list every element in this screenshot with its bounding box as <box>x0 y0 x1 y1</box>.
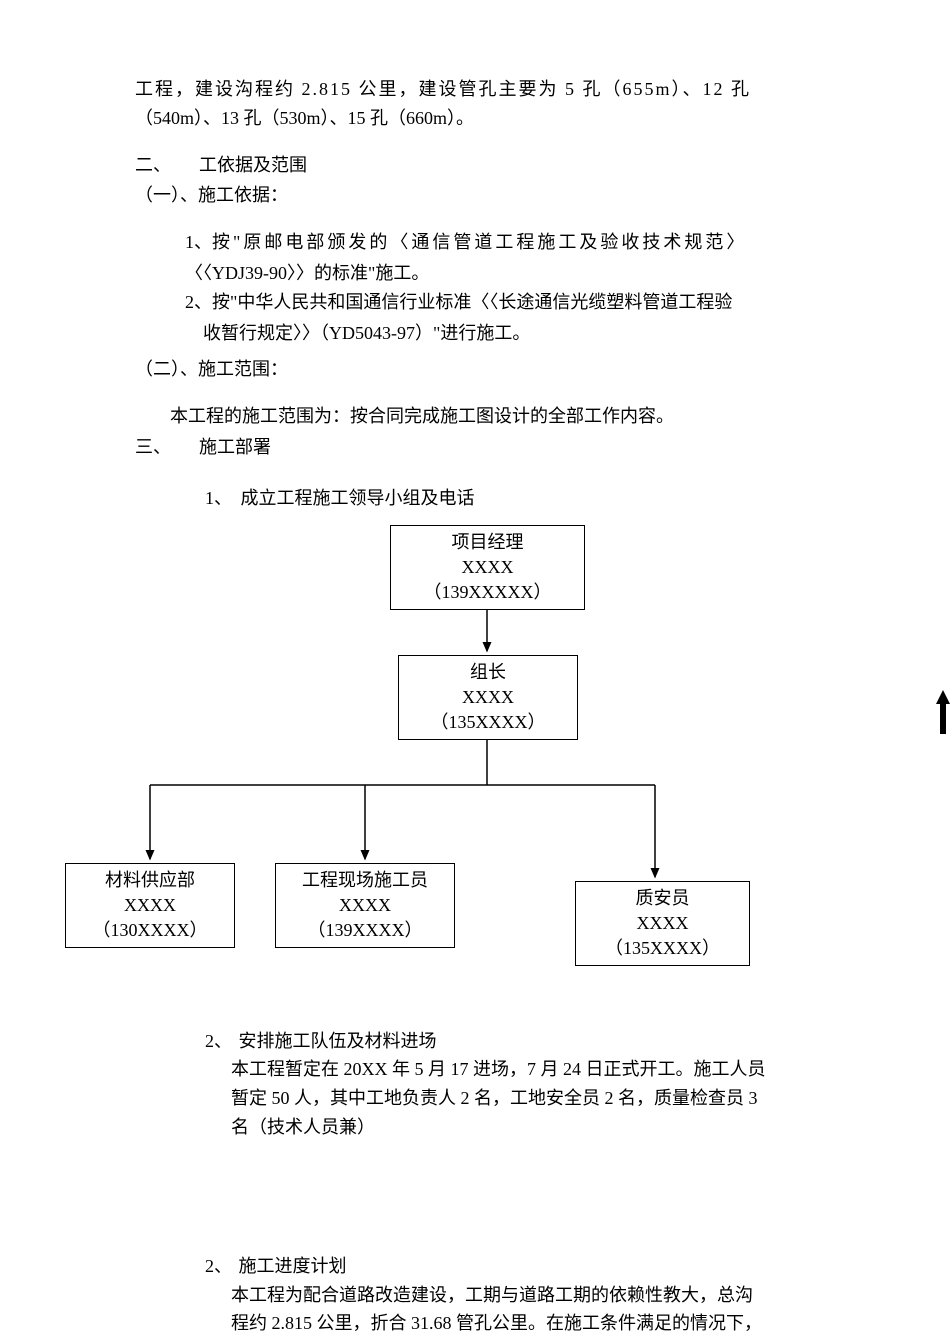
qa-title: 质安员 <box>584 886 741 911</box>
subsection-2-1: （一）、施工依据： <box>135 181 820 210</box>
section-3-heading: 三、 施工部署 <box>135 433 820 462</box>
deploy-item-2: 2、 安排施工队伍及材料进场 <box>135 1027 820 1056</box>
intro-line1: 工程，建设沟程约 2.815 公里，建设管孔主要为 5 孔（655m）、12 孔 <box>135 79 751 99</box>
deploy-2-number: 2、 <box>205 1031 232 1051</box>
leader-phone: （135XXXX） <box>407 710 569 735</box>
basis-2-number: 2、 <box>185 288 212 317</box>
basis-2-text: 按"中华人民共和国通信行业标准〈〈长途通信光缆塑料管道工程验 <box>212 288 732 317</box>
supply-phone: （130XXXX） <box>74 918 226 943</box>
deploy-3-line1: 本工程为配合道路改造建设，工期与道路工期的依赖性教大，总沟 <box>231 1285 753 1305</box>
intro-paragraph: 工程，建设沟程约 2.815 公里，建设管孔主要为 5 孔（655m）、12 孔… <box>135 75 820 133</box>
org-box-site: 工程现场施工员 XXXX （139XXXX） <box>275 863 455 949</box>
org-box-pm: 项目经理 XXXX （139XXXXX） <box>390 525 585 611</box>
qa-name: XXXX <box>584 911 741 936</box>
deploy-item-1: 1、 成立工程施工领导小组及电话 <box>135 484 820 513</box>
deploy-3-title: 施工进度计划 <box>239 1256 347 1276</box>
deploy-3-body: 本工程为配合道路改造建设，工期与道路工期的依赖性教大，总沟 程约 2.815 公… <box>135 1281 820 1339</box>
deploy-1-title: 成立工程施工领导小组及电话 <box>241 488 475 508</box>
pm-phone: （139XXXXX） <box>399 580 576 605</box>
leader-title: 组长 <box>407 660 569 685</box>
scope-text: 本工程的施工范围为：按合同完成施工图设计的全部工作内容。 <box>135 402 820 431</box>
pm-name: XXXX <box>399 555 576 580</box>
section-3-title: 施工部署 <box>199 433 271 462</box>
deploy-1-number: 1、 <box>205 488 232 508</box>
org-chart: 项目经理 XXXX （139XXXXX） 组长 XXXX （135XXXX） 材… <box>135 525 815 1005</box>
intro-line2: （540m）、13 孔（530m）、15 孔（660m）。 <box>135 108 474 128</box>
deploy-2-title: 安排施工队伍及材料进场 <box>239 1031 437 1051</box>
page-up-arrow-icon <box>936 690 950 734</box>
section-2-heading: 二、 工依据及范围 <box>135 151 820 180</box>
org-box-supply: 材料供应部 XXXX （130XXXX） <box>65 863 235 949</box>
basis-item-1: 1、 按"原邮电部颁发的〈通信管道工程施工及验收技术规范〉 <box>185 228 820 257</box>
deploy-3-number: 2、 <box>205 1256 232 1276</box>
site-phone: （139XXXX） <box>284 918 446 943</box>
section-2-title: 工依据及范围 <box>199 151 307 180</box>
deploy-item-3: 2、 施工进度计划 <box>135 1252 820 1281</box>
deploy-2-line2: 暂定 50 人，其中工地负责人 2 名，工地安全员 2 名，质量检查员 3 <box>231 1088 758 1108</box>
qa-phone: （135XXXX） <box>584 936 741 961</box>
basis-item-2: 2、 按"中华人民共和国通信行业标准〈〈长途通信光缆塑料管道工程验 <box>185 288 820 317</box>
subsection-2-2: （二）、施工范围： <box>135 355 820 384</box>
deploy-2-line1: 本工程暂定在 20XX 年 5 月 17 进场，7 月 24 日正式开工。施工人… <box>231 1059 766 1079</box>
section-3-number: 三、 <box>135 433 171 462</box>
site-name: XXXX <box>284 893 446 918</box>
deploy-2-body: 本工程暂定在 20XX 年 5 月 17 进场，7 月 24 日正式开工。施工人… <box>135 1055 820 1141</box>
deploy-2-line3: 名（技术人员兼） <box>231 1117 375 1137</box>
basis-1-number: 1、 <box>185 228 212 257</box>
basis-1-text: 按"原邮电部颁发的〈通信管道工程施工及验收技术规范〉 <box>212 228 747 257</box>
pm-title: 项目经理 <box>399 530 576 555</box>
supply-title: 材料供应部 <box>74 868 226 893</box>
leader-name: XXXX <box>407 685 569 710</box>
site-title: 工程现场施工员 <box>284 868 446 893</box>
org-box-leader: 组长 XXXX （135XXXX） <box>398 655 578 741</box>
basis-list: 1、 按"原邮电部颁发的〈通信管道工程施工及验收技术规范〉 〈〈YDJ39-90… <box>135 228 820 347</box>
deploy-3-line2: 程约 2.815 公里，折合 31.68 管孔公里。在施工条件满足的情况下， <box>231 1313 762 1333</box>
supply-name: XXXX <box>74 893 226 918</box>
section-2-number: 二、 <box>135 151 171 180</box>
basis-1-text-cont: 〈〈YDJ39-90〉〉的标准"施工。 <box>185 259 820 288</box>
org-box-qa: 质安员 XXXX （135XXXX） <box>575 881 750 967</box>
basis-2-text-cont: 收暂行规定〉〉（YD5043-97）"进行施工。 <box>185 319 820 348</box>
